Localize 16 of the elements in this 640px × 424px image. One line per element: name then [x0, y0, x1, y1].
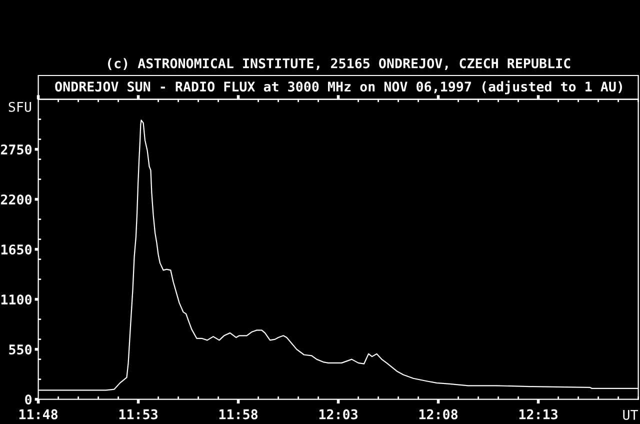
y-tick-label: 2200: [0, 194, 32, 205]
x-tick-label: 12:13: [519, 409, 558, 420]
x-tick-label: 11:48: [19, 409, 58, 420]
x-tick-label: 11:58: [219, 409, 258, 420]
chart-subtitle: ONDREJOV SUN - RADIO FLUX at 3000 MHz on NOV 06,1997 (adjusted to 1 AU): [55, 80, 622, 94]
y-tick-label: 1650: [1, 244, 32, 255]
y-tick-label: 0: [25, 394, 32, 405]
y-tick-label: 2750: [0, 144, 32, 155]
x-axis-title: UT: [623, 410, 638, 420]
y-tick-label: 550: [9, 344, 32, 355]
y-tick-label: 1100: [1, 294, 32, 305]
x-tick-label: 11:53: [119, 409, 158, 420]
x-tick-label: 12:08: [419, 409, 458, 420]
x-tick-label: 12:03: [319, 409, 358, 420]
chart-title: (c) ASTRONOMICAL INSTITUTE, 25165 ONDREJOV, CZECH REPUBLIC: [108, 58, 570, 70]
y-axis-title: SFU: [8, 102, 32, 112]
